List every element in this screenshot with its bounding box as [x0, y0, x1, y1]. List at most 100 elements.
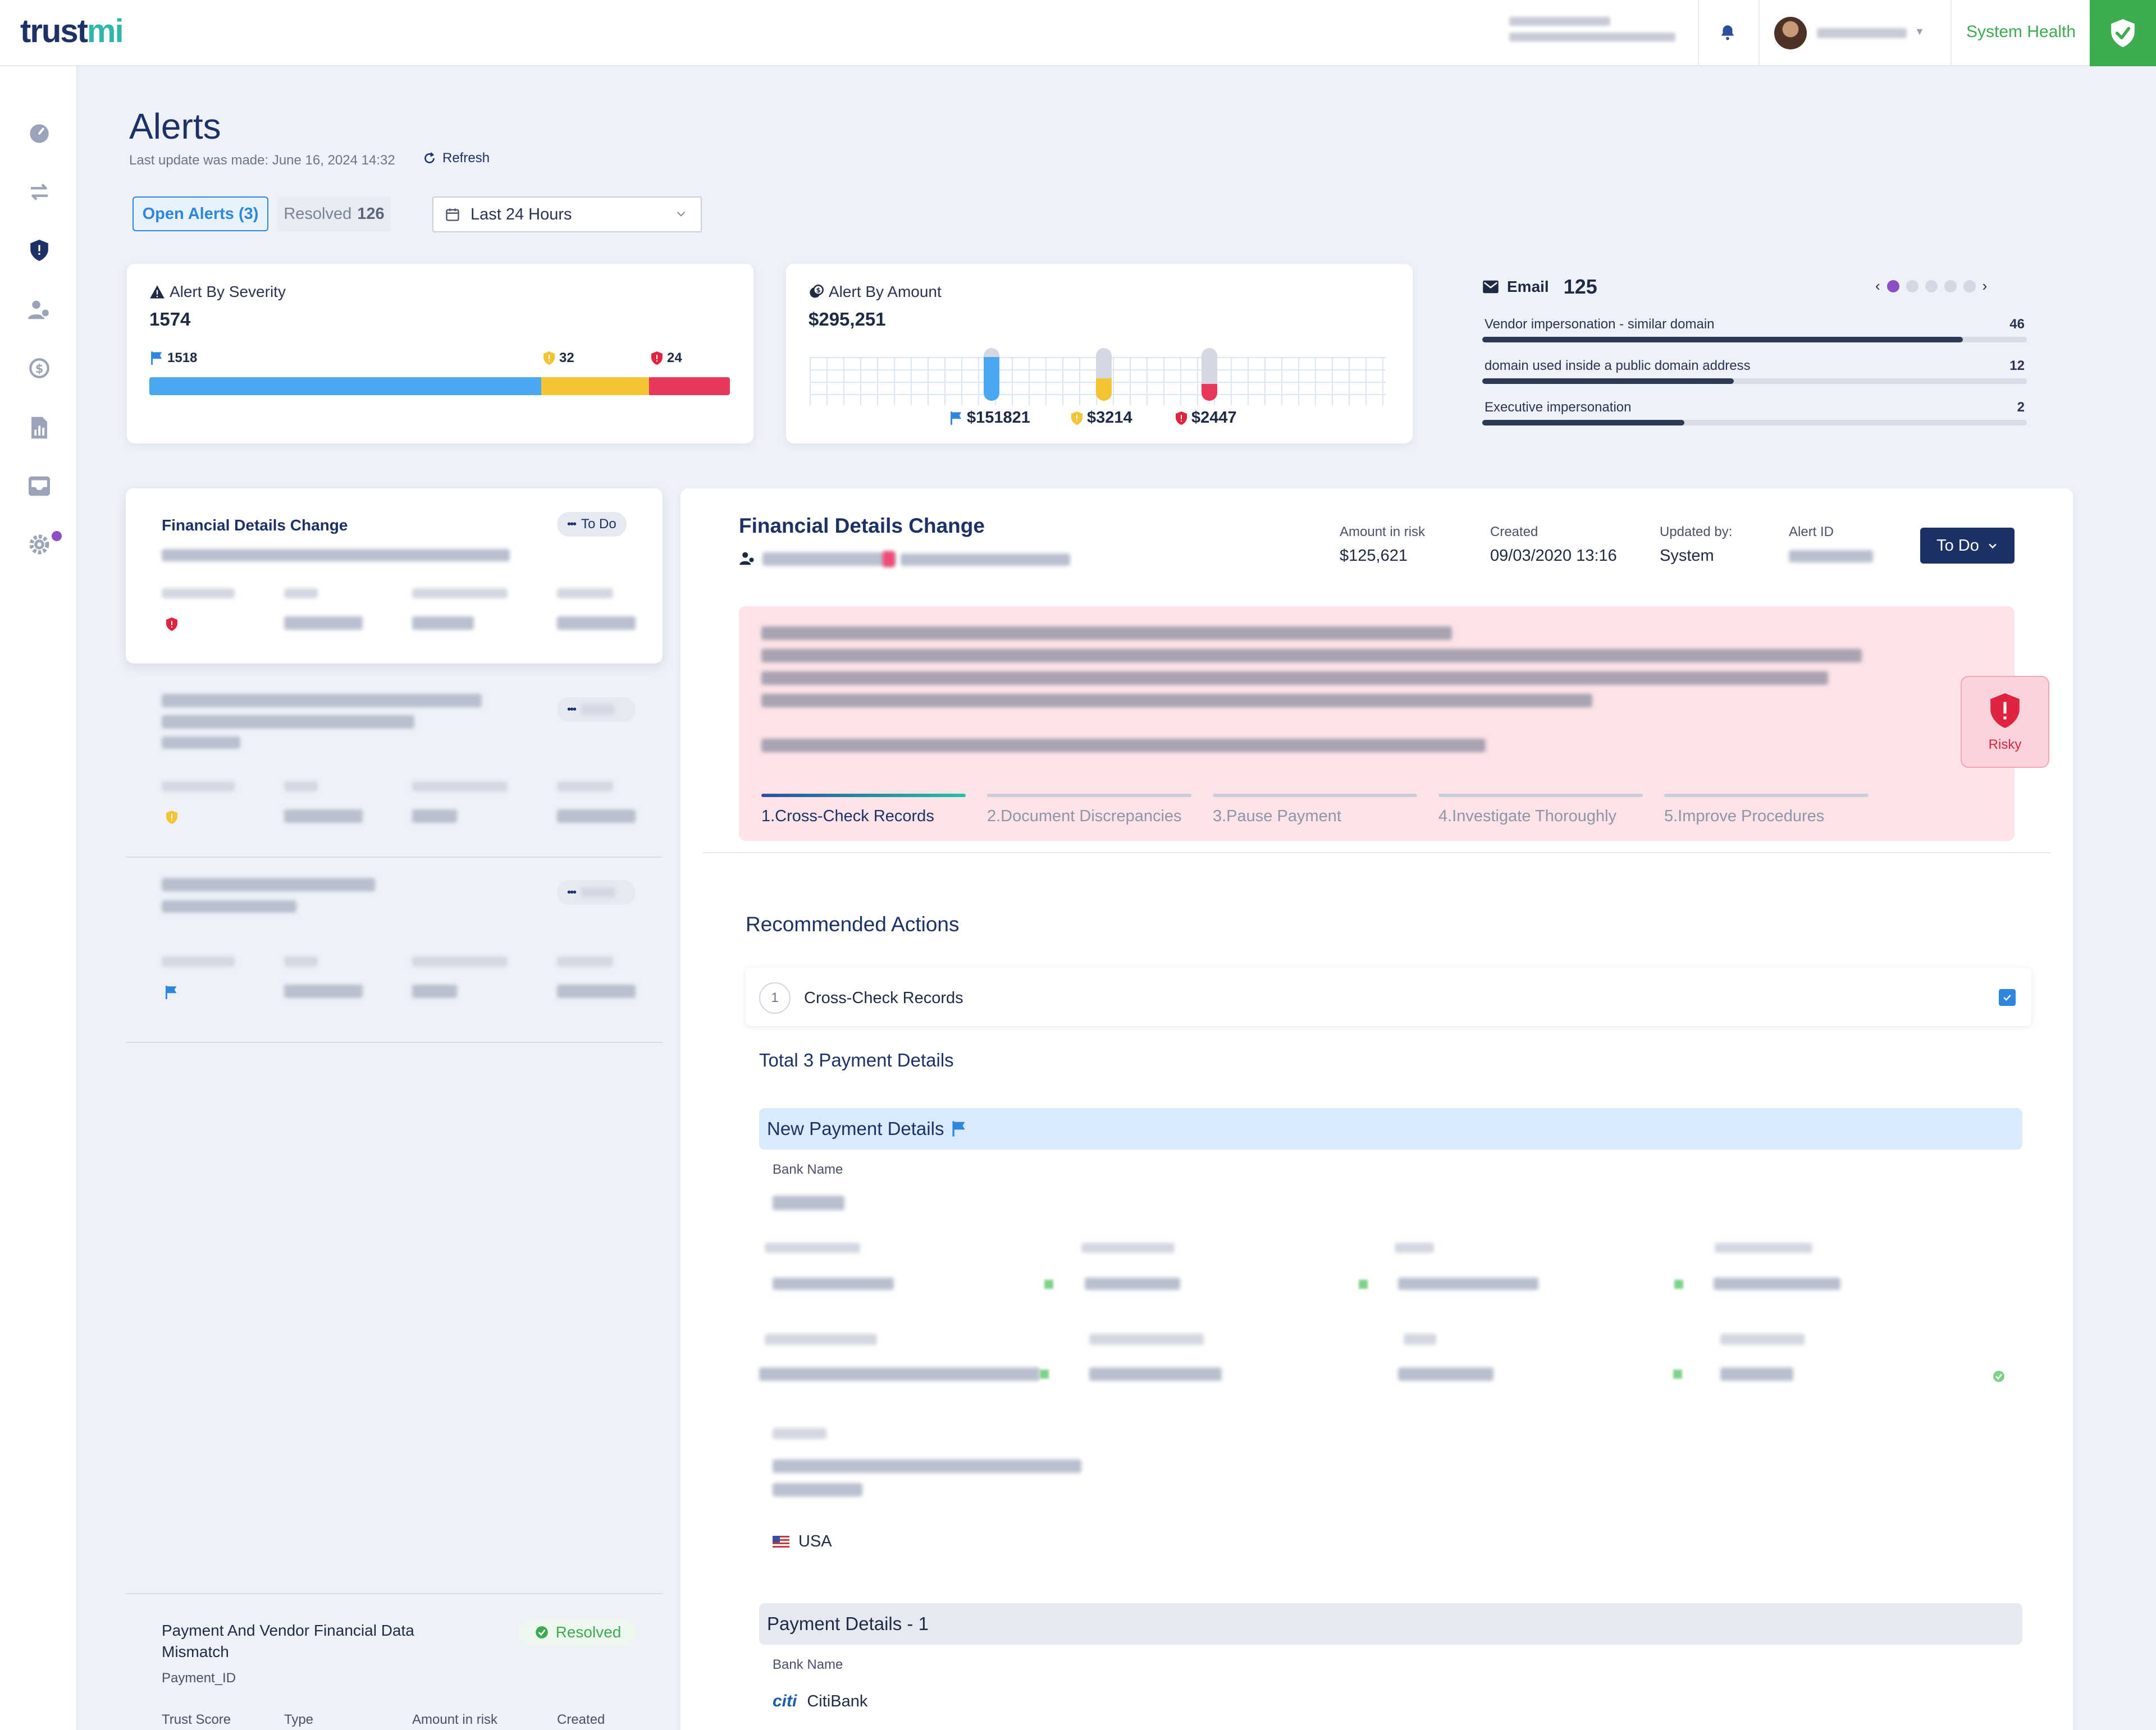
amount-medium-label: $3214: [1070, 409, 1132, 427]
redacted-text: [162, 736, 240, 749]
system-health-button[interactable]: [2090, 0, 2156, 66]
redacted-text: [1714, 1278, 1840, 1290]
email-row[interactable]: domain used inside a public domain addre…: [1482, 358, 2029, 392]
alert-item-title: Financial Details Change: [162, 516, 348, 534]
date-range-value: Last 24 Hours: [471, 205, 572, 223]
redacted-text: [773, 1196, 844, 1210]
email-panel-header: Email 125: [1482, 275, 1597, 299]
severity-card-title: Alert By Severity: [149, 283, 286, 301]
redacted-text: [901, 553, 1070, 566]
divider: [1698, 0, 1699, 66]
action-checkbox[interactable]: [1999, 989, 2016, 1006]
inbox-icon[interactable]: [27, 474, 52, 498]
redacted-text: [1398, 1367, 1493, 1381]
tab-open-alerts[interactable]: Open Alerts (3): [133, 196, 268, 231]
chevron-left-icon[interactable]: ‹: [1875, 277, 1880, 294]
amount-tube-high: [1202, 348, 1217, 401]
email-row[interactable]: Executive impersonation 2: [1482, 400, 2029, 433]
redacted-text: [1089, 1334, 1204, 1345]
risk-summary-box: Risky 1.Cross-Check Records 2.Document D…: [739, 606, 2049, 841]
pager-dot[interactable]: [1886, 280, 1899, 292]
updated-by-label: Updated by:: [1660, 524, 1733, 539]
severity-bar-high: [649, 377, 730, 395]
status-dot: [1673, 1370, 1682, 1379]
tab-resolved[interactable]: Resolved 126: [277, 196, 391, 231]
system-health-link[interactable]: System Health: [1966, 22, 2076, 41]
pager-dot[interactable]: [1944, 280, 1957, 292]
shield-alert-icon: [1990, 693, 2020, 728]
transfers-icon[interactable]: [27, 180, 52, 204]
calendar-icon: [446, 208, 459, 221]
notification-dot: [52, 531, 62, 541]
pager-dot[interactable]: [1925, 280, 1938, 292]
pager-dot[interactable]: [1906, 280, 1919, 292]
user-name-redacted: [1817, 28, 1907, 38]
redacted-text: [557, 809, 636, 823]
list-item[interactable]: •••: [126, 677, 663, 858]
recommended-action-row[interactable]: 1 Cross-Check Records: [746, 968, 2031, 1026]
redacted-text: [412, 616, 474, 630]
redacted-text: [284, 781, 318, 791]
divider: [703, 852, 2050, 853]
bell-icon[interactable]: [1718, 21, 1737, 44]
status-dropdown-button[interactable]: To Do: [1920, 528, 2015, 564]
redacted-icon: [883, 551, 895, 567]
redacted-text: [557, 616, 636, 630]
total-payment-details: Total 3 Payment Details: [759, 1050, 954, 1070]
redacted-text: [1081, 1243, 1175, 1253]
email-count: 125: [1563, 275, 1597, 298]
reports-icon[interactable]: [27, 415, 52, 440]
shield-warning-icon: [543, 351, 555, 365]
redacted-text: [1715, 1243, 1812, 1253]
alert-id-redacted: [1789, 550, 1873, 562]
email-row[interactable]: Vendor impersonation - similar domain 46: [1482, 317, 2029, 350]
payment-details-1-header[interactable]: Payment Details - 1: [759, 1603, 2022, 1645]
redacted-text: [412, 588, 508, 598]
list-item[interactable]: Financial Details Change ••• To Do: [126, 488, 663, 663]
date-range-select[interactable]: Last 24 Hours: [432, 196, 702, 232]
redacted-text: [162, 900, 296, 913]
divider: [1758, 0, 1760, 66]
status-dot: [1040, 1370, 1049, 1379]
resolved-list-item[interactable]: Payment And Vendor Financial Data Mismat…: [126, 1593, 663, 1730]
created-value: 09/03/2020 13:16: [1490, 547, 1617, 565]
chevron-down-icon[interactable]: ▼: [1915, 26, 1925, 37]
severity-total: 1574: [149, 309, 191, 329]
severity-high-label: 24: [650, 350, 682, 366]
flag-icon: [151, 351, 162, 365]
email-row-label: Executive impersonation: [1484, 400, 1632, 415]
pager-dot[interactable]: [1963, 280, 1976, 292]
redacted-text: [1404, 1334, 1436, 1345]
vendors-icon[interactable]: [27, 298, 52, 322]
divider: [1951, 0, 1952, 66]
flag-icon: [165, 986, 177, 999]
refresh-button[interactable]: Refresh: [422, 150, 490, 166]
shield-warning-icon: [166, 811, 177, 824]
list-item[interactable]: •••: [126, 858, 663, 1043]
svg-text:$: $: [35, 362, 44, 376]
dashboard-icon[interactable]: [27, 121, 52, 146]
detail-title: Financial Details Change: [739, 514, 985, 537]
coins-icon: $: [810, 285, 824, 298]
mail-icon: [1483, 280, 1499, 294]
redacted-text: [761, 671, 1828, 685]
severity-low-label: 1518: [150, 350, 197, 366]
citibank-logo: citi: [773, 1692, 797, 1710]
check-icon: [2003, 994, 2011, 1001]
settings-icon[interactable]: [27, 532, 52, 557]
redacted-text: [284, 616, 363, 630]
severity-bar-low: [149, 377, 541, 395]
payments-icon[interactable]: $: [27, 356, 52, 381]
check-circle-icon: [535, 1626, 548, 1639]
alert-item-subtitle: Payment_ID: [162, 1670, 236, 1686]
refresh-icon: [424, 152, 435, 163]
alerts-shield-icon[interactable]: [27, 238, 52, 263]
avatar[interactable]: [1774, 17, 1807, 49]
redacted-text: [284, 956, 318, 967]
redacted-text: [412, 985, 457, 998]
updated-by-value: System: [1660, 547, 1714, 565]
trustmi-logo[interactable]: trustmi: [20, 13, 124, 49]
redacted-text: [1085, 1278, 1180, 1290]
chevron-right-icon[interactable]: ›: [1982, 277, 1988, 294]
new-payment-details-header[interactable]: New Payment Details: [759, 1108, 2022, 1150]
